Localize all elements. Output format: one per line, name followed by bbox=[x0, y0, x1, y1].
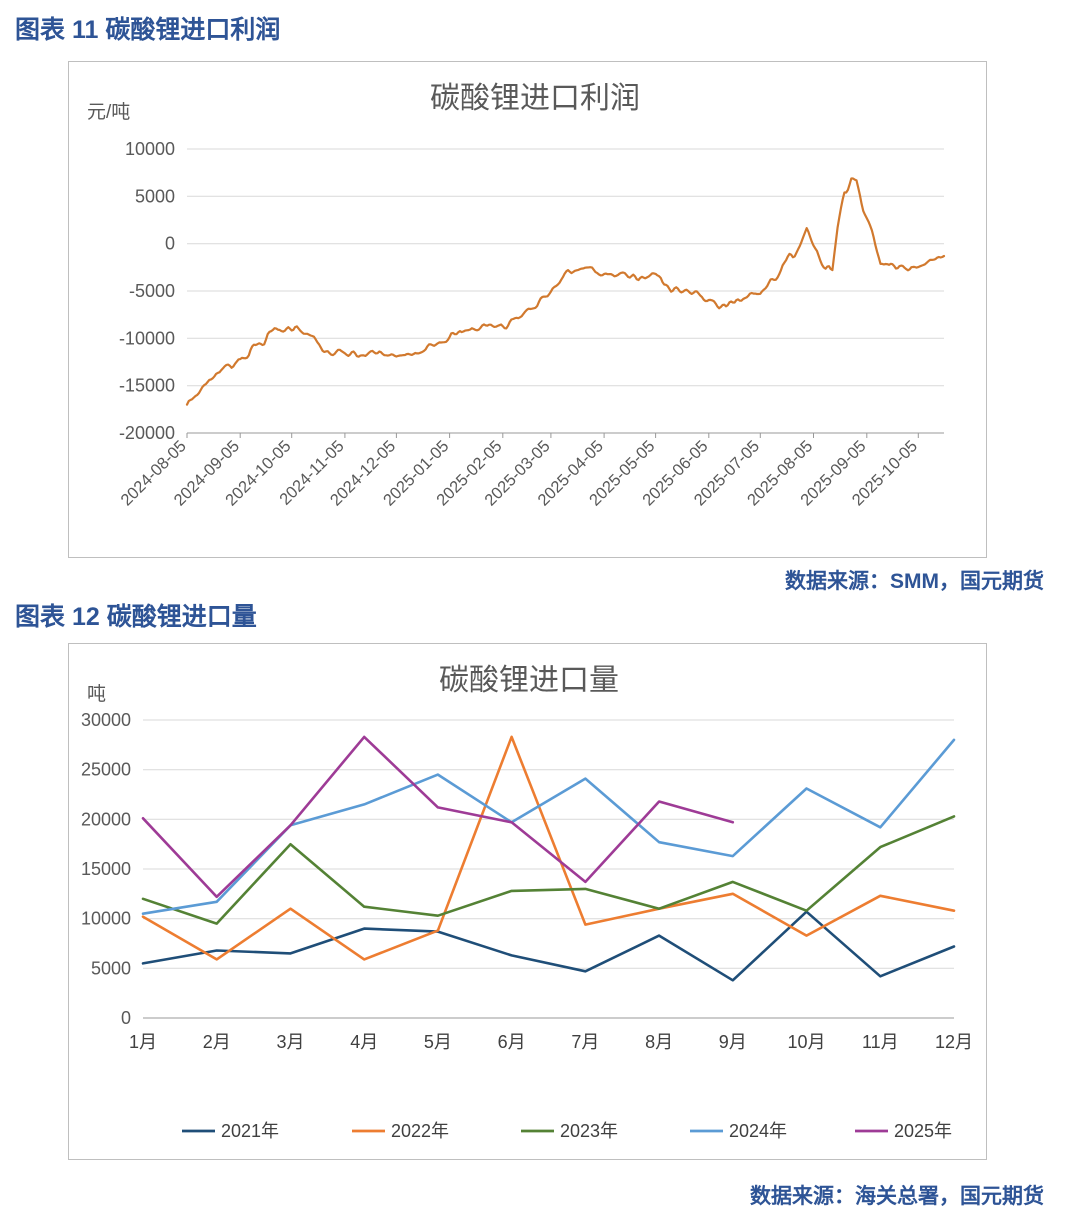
svg-text:9月: 9月 bbox=[719, 1032, 747, 1052]
svg-text:3月: 3月 bbox=[276, 1032, 304, 1052]
svg-text:2025年: 2025年 bbox=[894, 1121, 952, 1141]
svg-text:1月: 1月 bbox=[129, 1032, 157, 1052]
svg-text:-5000: -5000 bbox=[129, 281, 175, 301]
svg-text:2023年: 2023年 bbox=[560, 1121, 618, 1141]
svg-text:8月: 8月 bbox=[645, 1032, 673, 1052]
svg-text:5000: 5000 bbox=[135, 186, 175, 206]
svg-text:6月: 6月 bbox=[498, 1032, 526, 1052]
svg-text:10000: 10000 bbox=[125, 139, 175, 159]
svg-text:4月: 4月 bbox=[350, 1032, 378, 1052]
svg-text:25000: 25000 bbox=[81, 760, 131, 780]
svg-text:2月: 2月 bbox=[203, 1032, 231, 1052]
svg-text:5月: 5月 bbox=[424, 1032, 452, 1052]
svg-text:吨: 吨 bbox=[87, 683, 106, 705]
svg-text:7月: 7月 bbox=[571, 1032, 599, 1052]
svg-text:30000: 30000 bbox=[81, 710, 131, 730]
svg-text:11月: 11月 bbox=[862, 1032, 899, 1052]
svg-text:5000: 5000 bbox=[91, 958, 131, 978]
svg-text:-15000: -15000 bbox=[119, 376, 175, 396]
svg-text:元/吨: 元/吨 bbox=[87, 101, 130, 123]
svg-text:10月: 10月 bbox=[787, 1032, 825, 1052]
svg-text:2022年: 2022年 bbox=[391, 1121, 449, 1141]
svg-text:10000: 10000 bbox=[81, 909, 131, 929]
svg-text:-20000: -20000 bbox=[119, 423, 175, 443]
svg-text:20000: 20000 bbox=[81, 809, 131, 829]
svg-text:-10000: -10000 bbox=[119, 328, 175, 348]
svg-text:2021年: 2021年 bbox=[221, 1121, 279, 1141]
svg-text:碳酸锂进口量: 碳酸锂进口量 bbox=[439, 664, 619, 697]
svg-text:0: 0 bbox=[165, 234, 175, 254]
svg-text:0: 0 bbox=[121, 1008, 131, 1028]
svg-text:2024年: 2024年 bbox=[729, 1121, 787, 1141]
svg-text:15000: 15000 bbox=[81, 859, 131, 879]
svg-text:12月: 12月 bbox=[935, 1032, 973, 1052]
svg-text:碳酸锂进口利润: 碳酸锂进口利润 bbox=[430, 82, 640, 115]
